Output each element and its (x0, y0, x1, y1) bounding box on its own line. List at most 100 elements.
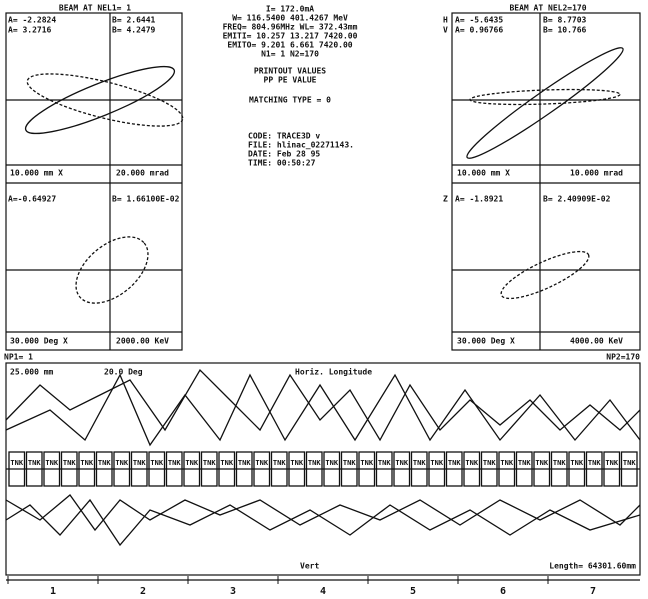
info: FREQ= 804.96MHz WL= 372.43mm (223, 23, 358, 32)
twiss: A= -2.2824 (8, 16, 56, 25)
envelope (5, 368, 641, 442)
element-label: TNK (518, 459, 531, 467)
scale: 10.000 mrad (570, 169, 623, 178)
plane: V (443, 26, 448, 35)
ellipse (24, 65, 176, 135)
element-box (130, 451, 148, 487)
info: N1= 1 N2=170 (261, 50, 319, 59)
scale: 30.000 Deg X (10, 337, 68, 346)
element-box (43, 451, 61, 487)
element-box (410, 451, 428, 487)
info: EMITI= 10.257 13.217 7420.00 (223, 32, 358, 41)
element-label: TNK (570, 459, 583, 467)
plane: Z (443, 195, 448, 204)
element-label: TNK (343, 459, 356, 467)
scale: 10.000 mm X (10, 169, 63, 178)
element-box (375, 451, 393, 487)
info: I= 172.0mA (266, 5, 314, 14)
np: NP1= 1 (4, 353, 33, 362)
scale: 25.000 mm (10, 368, 54, 377)
element-label: TNK (588, 459, 601, 467)
element-label: TNK (535, 459, 548, 467)
scale: 30.000 Deg X (457, 337, 515, 346)
envelope (5, 494, 641, 532)
twiss: B= 2.40909E-02 (543, 195, 611, 204)
twiss: A= 0.96766 (455, 26, 503, 35)
element-box (515, 451, 533, 487)
element-box (463, 451, 481, 487)
element-box (235, 451, 253, 487)
info: PP PE VALUE (264, 76, 317, 85)
element-label: TNK (220, 459, 233, 467)
info: CODE: TRACE3D v (248, 132, 320, 141)
ellipse (466, 47, 624, 159)
element-box (323, 451, 341, 487)
element-box (498, 451, 516, 487)
twiss: A= -5.6435 (455, 16, 503, 25)
element-box (393, 451, 411, 487)
element-label: TNK (290, 459, 303, 467)
element-box (253, 451, 271, 487)
label: Length= 64301.60mm (549, 562, 636, 571)
element-box (148, 451, 166, 487)
scale: 10.000 mm X (457, 169, 510, 178)
twiss: A= 3.2716 (8, 26, 52, 35)
element-box (480, 451, 498, 487)
ellipse (75, 236, 149, 304)
twiss: B= 4.2479 (112, 26, 156, 35)
title: BEAM AT NEL1= 1 (59, 4, 131, 13)
element-label: TNK (325, 459, 338, 467)
element-box (445, 451, 463, 487)
envelope (5, 373, 641, 447)
element-box (270, 451, 288, 487)
element-label: TNK (448, 459, 461, 467)
element-box (585, 451, 603, 487)
info: FILE: hlinac_02271143. (248, 140, 354, 150)
element-label: TNK (413, 459, 426, 467)
twiss: A= -1.8921 (455, 195, 503, 204)
element-label: TNK (308, 459, 321, 467)
section-label: 5 (410, 586, 416, 597)
twiss: A=-0.64927 (8, 195, 56, 204)
panel-frame (5, 12, 183, 351)
info: MATCHING TYPE = 0 (249, 96, 331, 105)
element-label: TNK (45, 459, 58, 467)
twiss: B= 8.7703 (543, 16, 587, 25)
element-label: TNK (623, 459, 636, 467)
element-label: TNK (430, 459, 443, 467)
element-label: TNK (500, 459, 513, 467)
element-box (288, 451, 306, 487)
title: BEAM AT NEL2=170 (509, 4, 586, 13)
info: PRINTOUT VALUES (254, 67, 326, 76)
twiss: B= 10.766 (543, 26, 587, 35)
element-box (78, 451, 96, 487)
element-label: TNK (273, 459, 286, 467)
element-box (428, 451, 446, 487)
panel-frame (451, 12, 641, 351)
element-box (200, 451, 218, 487)
element-box (113, 451, 131, 487)
plane: H (443, 16, 448, 25)
envelope (5, 498, 641, 547)
element-box (60, 451, 78, 487)
element-label: TNK (465, 459, 478, 467)
twiss: B= 1.66100E-02 (112, 195, 180, 204)
ellipse (26, 73, 184, 127)
element-label: TNK (150, 459, 163, 467)
element-label: TNK (483, 459, 496, 467)
element-box (165, 451, 183, 487)
element-label: TNK (98, 459, 111, 467)
info: TIME: 00:50:27 (248, 159, 316, 168)
element-box (218, 451, 236, 487)
element-box (305, 451, 323, 487)
element-label: TNK (168, 459, 181, 467)
element-box (183, 451, 201, 487)
element-box (95, 451, 113, 487)
element-box (620, 451, 638, 487)
section-label: 4 (320, 586, 326, 597)
info: DATE: Feb 28 95 (248, 150, 320, 159)
twiss: B= 2.6441 (112, 16, 156, 25)
element-label: TNK (133, 459, 146, 467)
section-label: 7 (590, 586, 596, 597)
